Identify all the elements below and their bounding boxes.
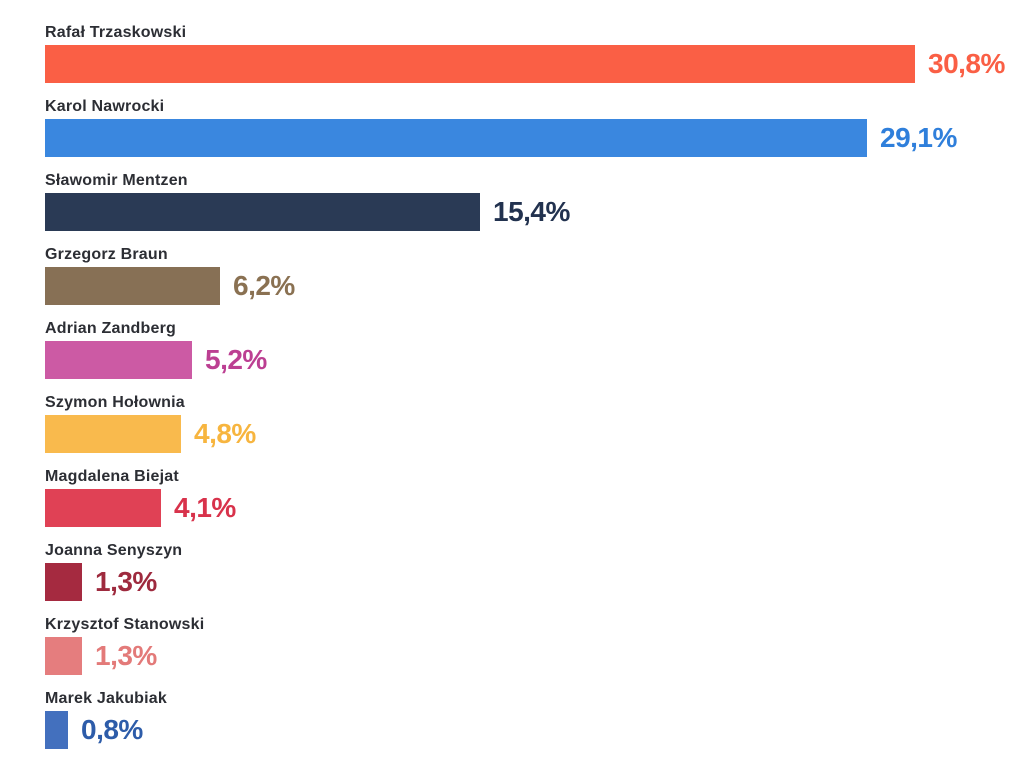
candidate-name: Krzysztof Stanowski [45, 616, 205, 633]
chart-row: Sławomir Mentzen 15,4% [45, 172, 1005, 231]
bar-line: 1,3% [45, 563, 1005, 601]
candidate-name: Joanna Senyszyn [45, 542, 183, 559]
chart-row: Magdalena Biejat 4,1% [45, 468, 1005, 527]
bar-line: 4,1% [45, 489, 1005, 527]
bar [45, 711, 68, 749]
chart-row: Grzegorz Braun 6,2% [45, 246, 1005, 305]
bar-line: 29,1% [45, 119, 1005, 157]
value-label: 1,3% [95, 640, 157, 671]
candidate-name: Grzegorz Braun [45, 246, 168, 263]
chart-row: Rafał Trzaskowski 30,8% [45, 24, 1005, 83]
value-label: 29,1% [880, 122, 957, 153]
value-label: 30,8% [928, 48, 1005, 79]
candidate-name: Szymon Hołownia [45, 394, 185, 411]
bar [45, 193, 480, 231]
bar [45, 637, 82, 675]
bar [45, 341, 192, 379]
poll-bar-chart: Rafał Trzaskowski 30,8% Karol Nawrocki 29,1… [45, 24, 1005, 764]
chart-row: Marek Jakubiak 0,8% [45, 690, 1005, 749]
bar [45, 415, 181, 453]
chart-row: Karol Nawrocki 29,1% [45, 98, 1005, 157]
candidate-name: Rafał Trzaskowski [45, 24, 187, 41]
value-label: 15,4% [493, 196, 570, 227]
bar-line: 15,4% [45, 193, 1005, 231]
candidate-name: Karol Nawrocki [45, 98, 165, 115]
bar [45, 45, 915, 83]
value-label: 0,8% [81, 714, 143, 745]
bar-line: 5,2% [45, 341, 1005, 379]
candidate-name: Adrian Zandberg [45, 320, 177, 337]
bar-line: 0,8% [45, 711, 1005, 749]
chart-row: Joanna Senyszyn 1,3% [45, 542, 1005, 601]
candidate-name: Magdalena Biejat [45, 468, 179, 485]
chart-row: Krzysztof Stanowski 1,3% [45, 616, 1005, 675]
chart-row: Adrian Zandberg 5,2% [45, 320, 1005, 379]
candidate-name: Sławomir Mentzen [45, 172, 188, 189]
chart-row: Szymon Hołownia 4,8% [45, 394, 1005, 453]
bar [45, 267, 220, 305]
bar-line: 1,3% [45, 637, 1005, 675]
bar [45, 489, 161, 527]
bar [45, 119, 867, 157]
bar-line: 30,8% [45, 45, 1005, 83]
bar [45, 563, 82, 601]
value-label: 5,2% [205, 344, 267, 375]
bar-line: 4,8% [45, 415, 1005, 453]
candidate-name: Marek Jakubiak [45, 690, 167, 707]
value-label: 4,1% [174, 492, 236, 523]
bar-line: 6,2% [45, 267, 1005, 305]
value-label: 4,8% [194, 418, 256, 449]
value-label: 1,3% [95, 566, 157, 597]
value-label: 6,2% [233, 270, 295, 301]
